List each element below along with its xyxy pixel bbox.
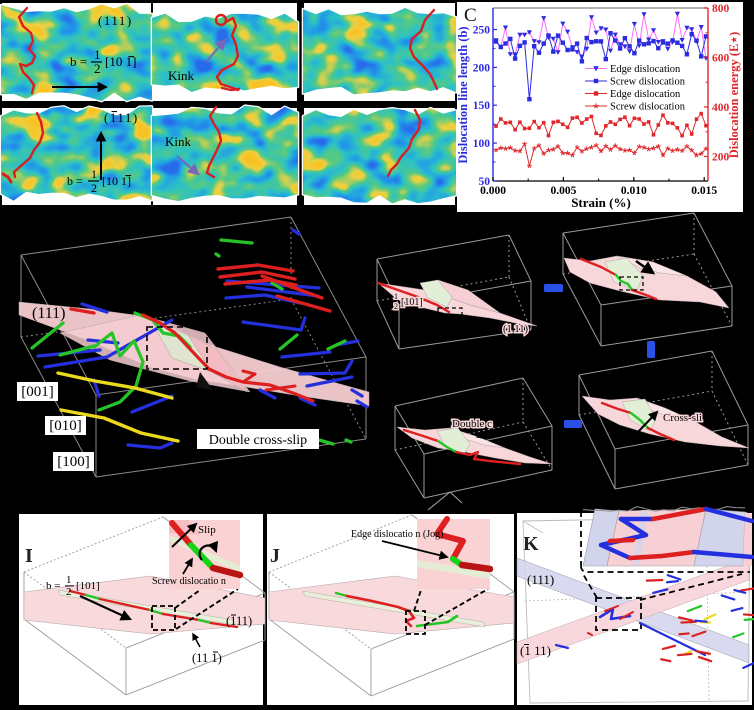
svg-text:1: 1 <box>394 292 398 301</box>
svg-text:2: 2 <box>394 302 398 311</box>
svg-text:0.015: 0.015 <box>691 185 717 197</box>
svg-text:1: 1 <box>66 574 72 586</box>
svg-text:Dislocation energy (E⋆): Dislocation energy (E⋆) <box>727 32 741 159</box>
svg-text:1: 1 <box>94 47 101 62</box>
svg-text:b =: b = <box>46 580 60 592</box>
svg-text:[100]: [100] <box>57 454 90 470</box>
svg-text:(111): (111) <box>32 305 65 322</box>
svg-text:0.010: 0.010 <box>621 185 647 197</box>
svg-text:(111): (111) <box>226 614 252 628</box>
svg-text:[101]: [101] <box>76 580 100 592</box>
svg-text:2: 2 <box>66 586 72 598</box>
svg-text:1: 1 <box>91 167 97 181</box>
svg-text:(1 11): (1 11) <box>503 324 528 335</box>
svg-text:[001]: [001] <box>21 384 54 400</box>
svg-text:Screw dislocatio n: Screw dislocatio n <box>152 576 226 587</box>
svg-text:Kink: Kink <box>165 134 192 149</box>
svg-text:200: 200 <box>712 152 730 164</box>
svg-text:(1 11): (1 11) <box>520 643 551 658</box>
svg-text:250: 250 <box>473 25 491 37</box>
svg-text:Edge dislocation: Edge dislocation <box>610 64 681 75</box>
svg-text:Kink: Kink <box>168 68 195 83</box>
svg-text:Screw dislocation: Screw dislocation <box>610 102 686 113</box>
svg-text:b =: b = <box>70 54 87 69</box>
svg-text:K: K <box>523 533 539 555</box>
svg-text:2: 2 <box>94 61 101 76</box>
svg-text:(111): (111) <box>98 13 133 28</box>
svg-text:150: 150 <box>473 100 491 112</box>
svg-text:Cross-sli: Cross-sli <box>663 412 702 424</box>
svg-text:b =: b = <box>67 174 83 188</box>
svg-text:C: C <box>464 5 477 26</box>
svg-text:Dislocation line length (b): Dislocation line length (b) <box>456 26 470 163</box>
svg-text:2: 2 <box>91 181 97 195</box>
svg-text:Edge dislocatio n (Jog): Edge dislocatio n (Jog) <box>351 529 443 540</box>
svg-text:Slip: Slip <box>198 524 216 536</box>
svg-text:(11 1): (11 1) <box>192 651 222 665</box>
svg-text:[10 1]: [10 1] <box>105 54 136 69</box>
svg-text:Double c: Double c <box>452 418 492 430</box>
svg-text:(111): (111) <box>527 572 554 587</box>
svg-text:[101]: [101] <box>401 297 423 308</box>
svg-text:[10 1]: [10 1] <box>102 174 131 188</box>
svg-text:Edge dislocation: Edge dislocation <box>610 89 681 100</box>
svg-text:800: 800 <box>712 3 730 15</box>
svg-text:(111): (111) <box>104 110 139 125</box>
svg-text:I: I <box>25 545 33 567</box>
svg-text:Double cross-slip: Double cross-slip <box>209 433 307 448</box>
svg-text:0.005: 0.005 <box>550 185 576 197</box>
svg-text:[010]: [010] <box>49 418 82 434</box>
svg-text:Strain (%): Strain (%) <box>571 195 631 210</box>
svg-text:200: 200 <box>473 62 491 74</box>
svg-text:50: 50 <box>479 176 491 188</box>
svg-text:600: 600 <box>712 53 730 65</box>
svg-text:J: J <box>270 545 280 567</box>
svg-text:Screw dislocation: Screw dislocation <box>610 77 686 88</box>
svg-text:0.000: 0.000 <box>480 185 506 197</box>
svg-text:400: 400 <box>712 102 730 114</box>
svg-text:100: 100 <box>473 138 491 150</box>
